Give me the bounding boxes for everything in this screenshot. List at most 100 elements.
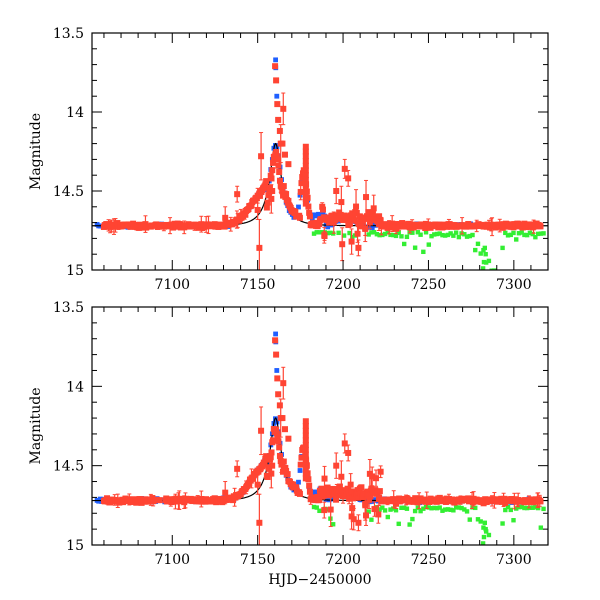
red-point: [302, 432, 309, 439]
blue-point: [274, 368, 280, 373]
green-point: [445, 232, 451, 238]
green-point: [483, 260, 489, 265]
red-point: [376, 213, 383, 220]
red-point: [302, 167, 309, 174]
green-point: [480, 541, 486, 545]
green-point: [429, 506, 434, 511]
y-axis-title: Magnitude: [28, 387, 44, 464]
green-point: [456, 505, 462, 510]
red-point: [341, 165, 348, 172]
red-point: [327, 506, 334, 513]
green-point: [371, 230, 377, 235]
green-point: [366, 509, 371, 514]
green-point: [429, 233, 434, 239]
green-point: [388, 232, 393, 238]
green-point: [325, 230, 330, 236]
red-point: [347, 481, 354, 488]
red-point: [298, 454, 305, 461]
green-point: [421, 249, 426, 255]
green-point: [369, 517, 374, 522]
green-point: [311, 504, 317, 510]
green-point: [489, 268, 494, 270]
red-point: [268, 195, 275, 202]
green-point: [481, 247, 486, 253]
green-point: [393, 508, 399, 513]
x-tick-label: 7250: [411, 277, 447, 293]
red-point: [371, 506, 378, 513]
green-point: [426, 242, 431, 247]
red-point: [366, 496, 373, 503]
green-point: [519, 504, 524, 510]
green-point: [437, 505, 442, 510]
red-point: [362, 225, 369, 232]
red-point: [348, 488, 355, 495]
red-point: [393, 500, 399, 507]
red-point: [377, 217, 384, 224]
red-point: [365, 209, 372, 216]
green-point: [421, 506, 426, 511]
red-point: [256, 244, 263, 251]
red-point: [276, 177, 283, 184]
red-point: [302, 172, 309, 179]
red-point: [277, 415, 284, 422]
red-point: [349, 495, 356, 502]
red-point: [242, 211, 249, 218]
red-point: [339, 241, 346, 248]
green-point: [407, 522, 412, 527]
green-point: [480, 266, 486, 270]
green-point: [382, 508, 388, 513]
blue-point: [273, 57, 278, 63]
red-point: [341, 440, 348, 447]
green-point: [440, 232, 445, 238]
red-point: [345, 488, 352, 495]
red-point: [297, 188, 304, 195]
blue-point: [274, 93, 280, 99]
red-point: [339, 487, 346, 494]
green-point: [418, 232, 423, 237]
green-point: [462, 232, 467, 237]
red-point: [266, 465, 273, 472]
green-point: [399, 234, 404, 239]
red-point: [267, 454, 274, 461]
red-point: [445, 221, 452, 228]
green-point: [483, 526, 488, 532]
red-point: [333, 188, 340, 194]
red-point: [275, 116, 282, 123]
red-point: [373, 475, 380, 482]
green-point: [541, 506, 546, 512]
red-point: [258, 427, 265, 434]
red-point: [280, 468, 287, 475]
y-tick-label: 15: [66, 538, 84, 554]
red-point: [346, 220, 353, 227]
red-point: [248, 202, 255, 209]
green-point: [475, 517, 481, 522]
red-point: [261, 459, 268, 466]
red-point: [357, 490, 364, 497]
red-point: [302, 423, 309, 429]
green-point: [530, 231, 535, 237]
red-point: [266, 184, 273, 191]
red-point: [316, 496, 323, 503]
red-point: [276, 444, 283, 451]
red-point: [353, 203, 360, 210]
green-point: [311, 231, 317, 236]
green-point: [317, 230, 322, 235]
green-point: [423, 504, 429, 510]
red-point: [297, 461, 304, 468]
green-point: [442, 233, 448, 238]
green-point: [347, 230, 352, 236]
green-point: [385, 230, 391, 235]
green-point: [317, 508, 322, 514]
red-point: [274, 101, 281, 108]
y-tick-label: 13.5: [53, 300, 84, 316]
red-point: [281, 426, 288, 433]
x-tick-label: 7200: [325, 552, 361, 568]
green-point: [451, 508, 456, 513]
red-point: [302, 200, 309, 207]
red-point: [375, 511, 382, 518]
red-point: [302, 181, 309, 188]
red-point: [181, 224, 188, 231]
x-tick-label: 7100: [154, 552, 190, 568]
red-point: [369, 210, 376, 217]
red-point: [283, 191, 290, 198]
